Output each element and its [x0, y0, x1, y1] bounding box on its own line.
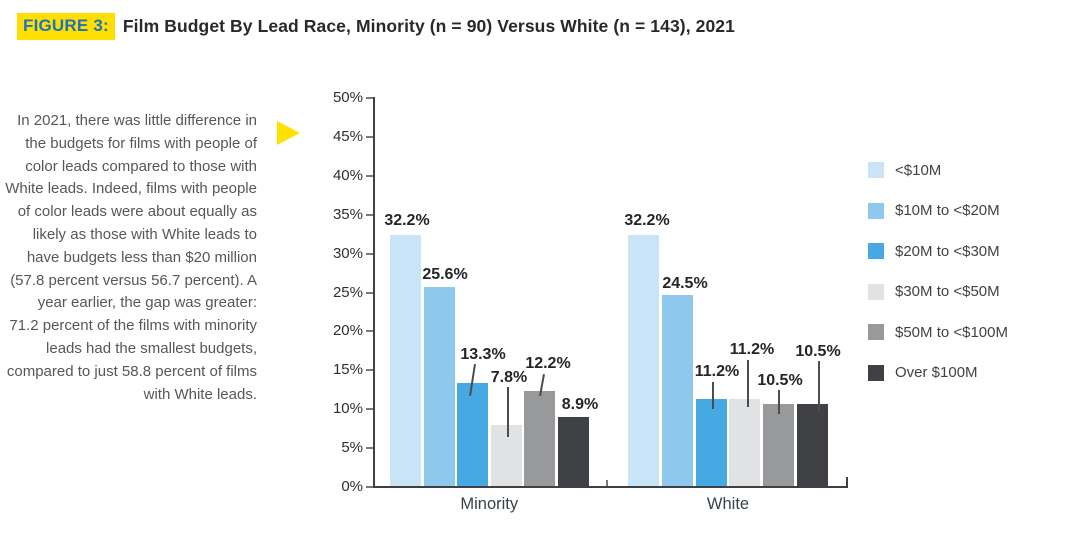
y-tick	[366, 97, 373, 99]
y-tick	[366, 291, 373, 294]
y-tick	[366, 174, 373, 177]
figure-title: Film Budget By Lead Race, Minority (n = …	[122, 16, 735, 36]
y-tick-label: 10%	[332, 400, 363, 418]
legend-item: <$10M	[868, 161, 942, 179]
y-tick	[366, 252, 373, 255]
legend-label: <$10M	[895, 161, 942, 179]
legend-item: $10M to <$20M	[868, 202, 1000, 219]
legend-label: Over $100M	[895, 364, 978, 381]
legend-label: $50M to <$100M	[895, 323, 1008, 341]
label-leader-line	[747, 360, 749, 407]
bar-value-label: 11.2%	[694, 363, 740, 380]
y-tick-label: 50%	[332, 89, 363, 106]
y-tick	[366, 408, 373, 411]
bar-value-label: 24.5%	[662, 275, 708, 292]
y-tick	[366, 486, 373, 488]
legend-swatch-icon	[868, 243, 884, 259]
bar-value-label: 11.2%	[729, 341, 775, 358]
legend-swatch-icon	[868, 202, 884, 219]
label-leader-line	[712, 382, 714, 409]
legend-label: $30M to <$50M	[895, 283, 1000, 300]
label-leader-line	[507, 387, 509, 437]
y-tick-label: 15%	[332, 361, 363, 379]
bar-value-label: 7.8%	[490, 369, 528, 386]
legend-swatch-icon	[868, 283, 884, 300]
bar-minority-2	[423, 286, 455, 486]
legend-item: $20M to <$30M	[868, 242, 1000, 260]
x-axis-line	[373, 486, 848, 488]
bar-minority-4	[490, 425, 522, 486]
legend-swatch-icon	[868, 324, 884, 340]
category-label-white: White	[706, 495, 750, 513]
bar-value-label: 32.2%	[384, 212, 430, 229]
y-axis-line	[373, 97, 375, 488]
bar-value-label: 32.2%	[624, 212, 670, 229]
legend-label: $20M to <$30M	[895, 242, 1000, 260]
y-tick-label: 35%	[332, 205, 363, 223]
legend-item: $30M to <$50M	[868, 283, 1000, 300]
legend-swatch-icon	[868, 364, 884, 381]
legend-item: Over $100M	[868, 364, 978, 381]
bar-value-label: 10.5%	[757, 372, 803, 389]
bar-value-label: 8.9%	[561, 396, 599, 413]
y-tick-label: 20%	[332, 322, 363, 340]
bar-minority-6	[557, 416, 589, 486]
summary-note: In 2021, there was little difference in …	[5, 112, 257, 403]
y-tick	[366, 447, 373, 450]
y-tick	[366, 369, 373, 372]
bar-minority-3	[457, 382, 488, 486]
category-label-minority: Minority	[460, 495, 519, 513]
y-tick	[366, 330, 373, 333]
y-tick-label: 45%	[332, 127, 363, 145]
y-tick-label: 0%	[341, 478, 363, 495]
legend-swatch-icon	[868, 162, 884, 178]
bar-white-3	[695, 398, 727, 486]
y-tick-label: 30%	[332, 244, 363, 262]
y-tick	[366, 213, 373, 216]
bar-white-4	[729, 398, 761, 486]
y-tick	[366, 135, 373, 138]
legend-item: $50M to <$100M	[868, 323, 1008, 341]
bar-minority-1	[390, 235, 421, 486]
bar-white-6	[797, 404, 828, 486]
pointer-arrow-icon	[277, 121, 300, 145]
bar-minority-5	[524, 391, 555, 486]
bar-value-label: 12.2%	[525, 355, 571, 372]
bar-white-1	[628, 235, 659, 486]
y-tick-label: 40%	[332, 166, 363, 184]
label-leader-line	[778, 390, 780, 414]
bar-value-label: 25.6%	[422, 266, 468, 283]
label-leader-line	[818, 361, 820, 411]
y-tick-label: 25%	[332, 283, 363, 301]
x-axis-end-tick	[846, 477, 848, 486]
x-axis-mid-tick	[606, 480, 608, 486]
legend-label: $10M to <$20M	[895, 202, 1000, 219]
y-tick-label: 5%	[341, 439, 363, 457]
bar-white-2	[661, 295, 693, 486]
figure-header: FIGURE 3: Film Budget By Lead Race, Mino…	[17, 13, 735, 40]
bar-value-label: 13.3%	[460, 346, 506, 363]
bar-white-5	[763, 404, 795, 486]
bar-value-label: 10.5%	[795, 343, 841, 360]
figure-tag: FIGURE 3:	[17, 13, 115, 40]
